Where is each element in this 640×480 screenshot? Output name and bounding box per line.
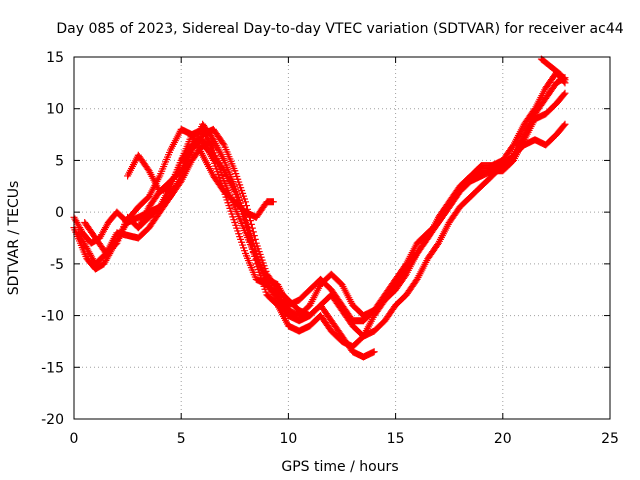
y-tick-label: 0 [55,205,64,221]
x-tick-label: 20 [494,431,512,447]
axis-ticks: 0 5 10 15 20 25 15 10 5 0 -5 -10 -15 -20 [41,50,619,447]
plot-frame [73,56,611,420]
y-tick-label: -15 [41,360,64,376]
x-axis-label: GPS time / hours [281,459,398,475]
y-tick-label: -10 [41,309,64,325]
x-tick-label: 10 [279,431,297,447]
data-point [560,121,568,129]
data-point [561,76,569,84]
data-point [269,198,277,206]
data-point [370,348,378,356]
data-point [247,220,255,228]
y-axis-label: SDTVAR / TECUs [6,181,22,296]
data-point [243,205,251,213]
data-point [244,209,252,217]
data-point [242,198,250,206]
grid-lines [74,57,610,419]
data-point [246,217,254,225]
x-tick-label: 5 [177,431,186,447]
data-point [560,90,568,98]
data-series [70,55,569,361]
series-track-6 [134,74,569,320]
data-point [249,228,257,236]
data-point [245,213,253,221]
y-tick-label: 15 [46,50,64,66]
y-tick-label: -5 [50,257,64,273]
y-tick-label: 10 [46,102,64,118]
x-tick-label: 0 [70,431,79,447]
x-tick-label: 25 [601,431,619,447]
data-point [561,89,569,97]
data-point [242,202,250,210]
y-tick-label: 5 [55,153,64,169]
data-point [251,235,259,243]
data-point [248,224,256,232]
y-tick-label: -20 [41,412,64,428]
series-track-7 [537,55,569,84]
data-point [250,232,258,240]
data-point [561,120,569,128]
data-point [560,74,568,82]
x-tick-label: 15 [387,431,405,447]
chart-title: Day 085 of 2023, Sidereal Day-to-day VTE… [56,21,623,37]
data-point [219,140,227,148]
